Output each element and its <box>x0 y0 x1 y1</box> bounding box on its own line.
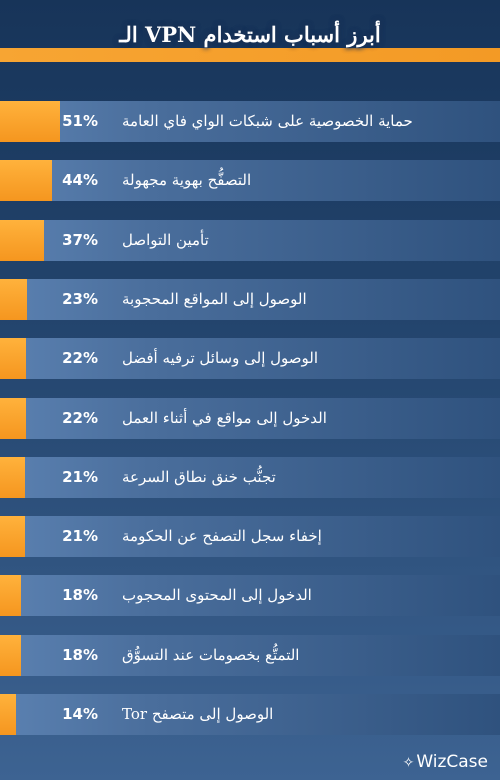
data-label: 21% <box>62 527 98 546</box>
data-label: 44% <box>62 171 98 190</box>
bar-row: 37% تأمين التواصل <box>0 219 500 261</box>
data-label: 21% <box>62 467 98 486</box>
bar-row: 21% تجنُّب خنق نطاق السرعة <box>0 456 500 498</box>
category-label: تجنُّب خنق نطاق السرعة <box>122 467 276 486</box>
category-label: تأمين التواصل <box>122 230 209 249</box>
bar-row: 18% التمتُّع بخصومات عند التسوُّق <box>0 634 500 676</box>
bar-row: 44% التصفُّح بهوية مجهولة <box>0 160 500 202</box>
bar <box>0 397 26 439</box>
bar-row: 18% الدخول إلى المحتوى المحجوب <box>0 575 500 617</box>
category-label: التصفُّح بهوية مجهولة <box>122 171 252 190</box>
brand-name: WizCase <box>416 752 488 772</box>
bar-row: 22% الدخول إلى مواقع في أثناء العمل <box>0 397 500 439</box>
category-label: التمتُّع بخصومات عند التسوُّق <box>122 645 300 664</box>
bar <box>0 634 22 676</box>
bar <box>0 516 25 558</box>
category-label: الوصول إلى المواقع المحجوبة <box>122 289 307 308</box>
category-label: إخفاء سجل التصفح عن الحكومة <box>122 527 322 546</box>
data-label: 18% <box>62 645 98 664</box>
data-label: 18% <box>62 586 98 605</box>
bar <box>0 278 28 320</box>
bar <box>0 219 44 261</box>
data-label: 23% <box>62 289 98 308</box>
bar-row: 22% الوصول إلى وسائل ترفيه أفضل <box>0 338 500 380</box>
bar <box>0 338 26 380</box>
bar-row: 21% إخفاء سجل التصفح عن الحكومة <box>0 516 500 558</box>
bar-row: 23% الوصول إلى المواقع المحجوبة <box>0 278 500 320</box>
bar <box>0 101 60 142</box>
category-label: الدخول إلى مواقع في أثناء العمل <box>122 408 327 427</box>
bar <box>0 575 22 617</box>
bar <box>0 160 52 202</box>
sparkle-icon: ✧ <box>402 755 415 771</box>
category-label: الوصول إلى وسائل ترفيه أفضل <box>122 349 318 368</box>
data-label: 22% <box>62 408 98 427</box>
bar-row: 51% حماية الخصوصية على شبكات الواي فاي ال… <box>0 101 500 142</box>
brand-logo: ✧ WizCase <box>403 752 488 772</box>
data-label: 37% <box>62 230 98 249</box>
data-label: 22% <box>62 349 98 368</box>
category-label: الدخول إلى المحتوى المحجوب <box>122 586 312 605</box>
bar-row: 14% الوصول إلى متصفح Tor <box>0 694 500 735</box>
chart-title: أبرز أسباب استخدام VPN الـ <box>119 22 381 47</box>
category-label: حماية الخصوصية على شبكات الواي فاي العام… <box>122 112 413 130</box>
bar <box>0 694 17 735</box>
data-label: 51% <box>62 112 98 130</box>
bar <box>0 456 25 498</box>
data-label: 14% <box>62 705 98 723</box>
category-label: الوصول إلى متصفح Tor <box>122 705 274 723</box>
title-band <box>0 48 500 62</box>
